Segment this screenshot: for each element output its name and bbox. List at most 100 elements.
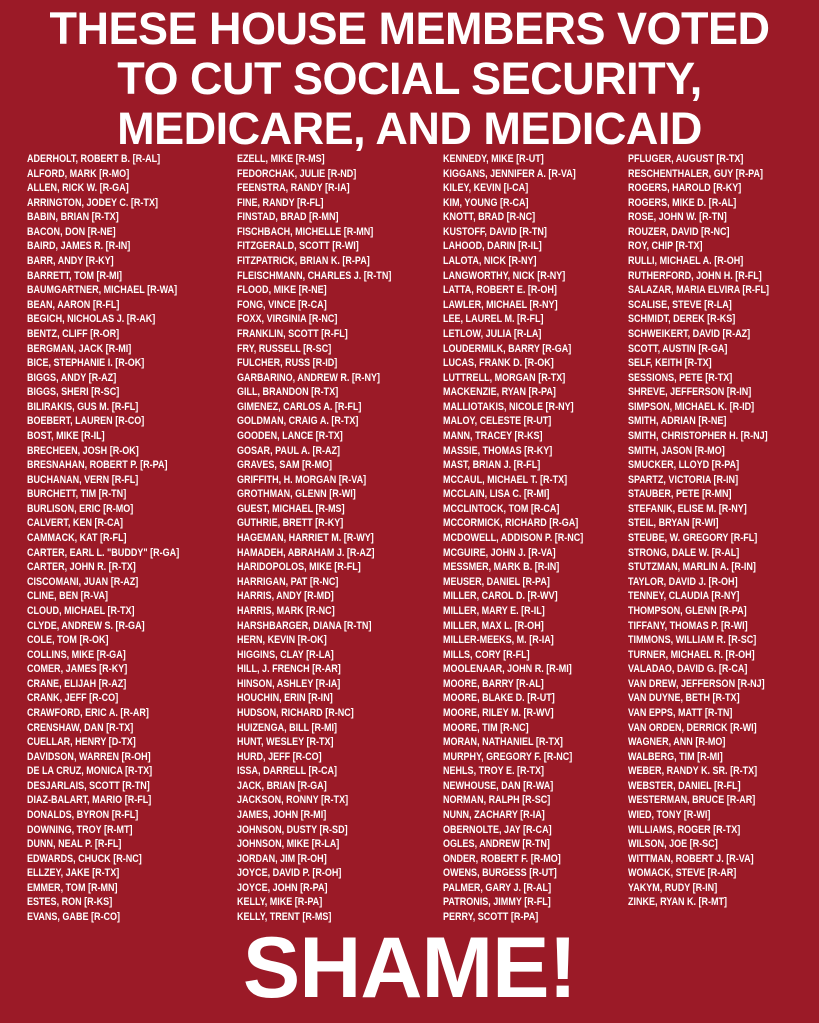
member-name: MCCAUL, MICHAEL T. [R-TX] [443,473,568,486]
member-name: BEGICH, NICHOLAS J. [R-AK] [27,313,156,326]
member-name: WEBER, RANDY K. SR. [R-TX] [628,765,758,778]
member-name: ZINKE, RYAN K. [R-MT] [628,896,728,909]
member-name: TAYLOR, DAVID J. [R-OH] [628,575,738,588]
member-name: HUNT, WESLEY [R-TX] [237,736,334,749]
member-name: BURLISON, ERIC [R-MO] [27,502,134,515]
member-name: LUTTRELL, MORGAN [R-TX] [443,371,566,384]
member-name: WIED, TONY [R-WI] [628,809,711,822]
member-name: FEENSTRA, RANDY [R-IA] [237,182,350,195]
member-name: MCCLINTOCK, TOM [R-CA] [443,502,560,515]
member-name: FULCHER, RUSS [R-ID] [237,357,338,370]
member-name: EVANS, GABE [R-CO] [27,911,121,924]
member-name: SCOTT, AUSTIN [R-GA] [628,342,728,355]
member-name: WILSON, JOE [R-SC] [628,838,718,851]
member-name: WESTERMAN, BRUCE [R-AR] [628,794,756,807]
member-name: HERN, KEVIN [R-OK] [237,634,327,647]
member-name: LANGWORTHY, NICK [R-NY] [443,269,566,282]
member-name: KNOTT, BRAD [R-NC] [443,211,536,224]
member-name: FEDORCHAK, JULIE [R-ND] [237,167,357,180]
title-line: MEDICARE, AND MEDICAID [117,103,702,154]
member-name: CRENSHAW, DAN [R-TX] [27,721,134,734]
member-name: TIFFANY, THOMAS P. [R-WI] [628,619,748,632]
member-name: MEUSER, DANIEL [R-PA] [443,575,550,588]
member-name: TENNEY, CLAUDIA [R-NY] [628,590,740,603]
name-column: EZELL, MIKE [R-MS] FEDORCHAK, JULIE [R-ND… [237,152,425,925]
member-name: WALBERG, TIM [R-MI] [628,750,723,763]
member-name: MOORE, TIM [R-NC] [443,721,529,734]
member-name: BAUMGARTNER, MICHAEL [R-WA] [27,284,178,297]
member-name: VAN DREW, JEFFERSON [R-NJ] [628,677,765,690]
member-name: MCGUIRE, JOHN J. [R-VA] [443,546,556,559]
member-name: NUNN, ZACHARY [R-IA] [443,809,545,822]
member-name: SCHWEIKERT, DAVID [R-AZ] [628,327,751,340]
member-name: VALADAO, DAVID G. [R-CA] [628,663,748,676]
member-name: ROSE, JOHN W. [R-TN] [628,211,727,224]
member-name: DOWNING, TROY [R-MT] [27,823,133,836]
member-name: BACON, DON [R-NE] [27,225,116,238]
member-name: STRONG, DALE W. [R-AL] [628,546,740,559]
member-name: BERGMAN, JACK [R-MI] [27,342,132,355]
member-name: HUIZENGA, BILL [R-MI] [237,721,338,734]
member-name: CARTER, EARL L. "BUDDY" [R-GA] [27,546,180,559]
member-name: DIAZ-BALART, MARIO [R-FL] [27,794,152,807]
member-name: HAMADEH, ABRAHAM J. [R-AZ] [237,546,375,559]
member-name: STAUBER, PETE [R-MN] [628,488,732,501]
member-name: ALFORD, MARK [R-MO] [27,167,130,180]
member-name: JORDAN, JIM [R-OH] [237,852,327,865]
member-name: MCCORMICK, RICHARD [R-GA] [443,517,579,530]
member-name: MORAN, NATHANIEL [R-TX] [443,736,563,749]
member-name: LEE, LAUREL M. [R-FL] [443,313,544,326]
member-name: CALVERT, KEN [R-CA] [27,517,124,530]
member-name: RUTHERFORD, JOHN H. [R-FL] [628,269,762,282]
member-name: HARSHBARGER, DIANA [R-TN] [237,619,372,632]
member-name: KELLY, MIKE [R-PA] [237,896,323,909]
member-name: BRESNAHAN, ROBERT P. [R-PA] [27,459,168,472]
member-name: CLYDE, ANDREW S. [R-GA] [27,619,145,632]
member-name: HILL, J. FRENCH [R-AR] [237,663,341,676]
member-name: PFLUGER, AUGUST [R-TX] [628,153,744,165]
member-name: BICE, STEPHANIE I. [R-OK] [27,357,145,370]
title-line: THESE HOUSE MEMBERS VOTED [49,3,770,54]
member-name: OGLES, ANDREW [R-TN] [443,838,550,851]
member-name: ESTES, RON [R-KS] [27,896,113,909]
member-name: FITZGERALD, SCOTT [R-WI] [237,240,359,253]
member-name: MALOY, CELESTE [R-UT] [443,415,552,428]
member-name: MALLIOTAKIS, NICOLE [R-NY] [443,400,574,413]
member-name: JOHNSON, MIKE [R-LA] [237,838,340,851]
member-name: HARRIS, ANDY [R-MD] [237,590,334,603]
member-name: MACKENZIE, RYAN [R-PA] [443,386,556,399]
member-name: FONG, VINCE [R-CA] [237,298,327,311]
member-name: CAMMACK, KAT [R-FL] [27,532,127,545]
member-name: PATRONIS, JIMMY [R-FL] [443,896,551,909]
member-name: BABIN, BRIAN [R-TX] [27,211,119,224]
member-name: SMITH, JASON [R-MO] [628,444,725,457]
member-name: FRANKLIN, SCOTT [R-FL] [237,327,348,340]
member-name: TURNER, MICHAEL R. [R-OH] [628,648,755,661]
member-name: MOORE, BARRY [R-AL] [443,677,544,690]
member-name: STEUBE, W. GREGORY [R-FL] [628,532,758,545]
member-name: SMUCKER, LLOYD [R-PA] [628,459,740,472]
member-name: HUDSON, RICHARD [R-NC] [237,706,354,719]
member-name: SPARTZ, VICTORIA [R-IN] [628,473,739,486]
member-name: ROGERS, MIKE D. [R-AL] [628,196,737,209]
member-name: ADERHOLT, ROBERT B. [R-AL] [27,153,161,165]
member-name: VAN EPPS, MATT [R-TN] [628,706,733,719]
member-name: COLLINS, MIKE [R-GA] [27,648,126,661]
member-name: ALLEN, RICK W. [R-GA] [27,182,129,195]
member-name: THOMPSON, GLENN [R-PA] [628,604,747,617]
member-name: BARR, ANDY [R-KY] [27,255,114,268]
member-name: STEFANIK, ELISE M. [R-NY] [628,502,747,515]
member-name: MOOLENAAR, JOHN R. [R-MI] [443,663,572,676]
name-column: KENNEDY, MIKE [R-UT] KIGGANS, JENNIFER A.… [443,152,614,925]
member-name: GOSAR, PAUL A. [R-AZ] [237,444,341,457]
member-name: EDWARDS, CHUCK [R-NC] [27,852,142,865]
member-name: PALMER, GARY J. [R-AL] [443,881,552,894]
member-name: COLE, TOM [R-OK] [27,634,109,647]
member-name: MOORE, RILEY M. [R-WV] [443,706,554,719]
member-name: LOUDERMILK, BARRY [R-GA] [443,342,572,355]
member-name: CLOUD, MICHAEL [R-TX] [27,604,135,617]
member-name: DE LA CRUZ, MONICA [R-TX] [27,765,153,778]
member-name: BIGGS, SHERI [R-SC] [27,386,120,399]
member-name: KENNEDY, MIKE [R-UT] [443,153,544,165]
